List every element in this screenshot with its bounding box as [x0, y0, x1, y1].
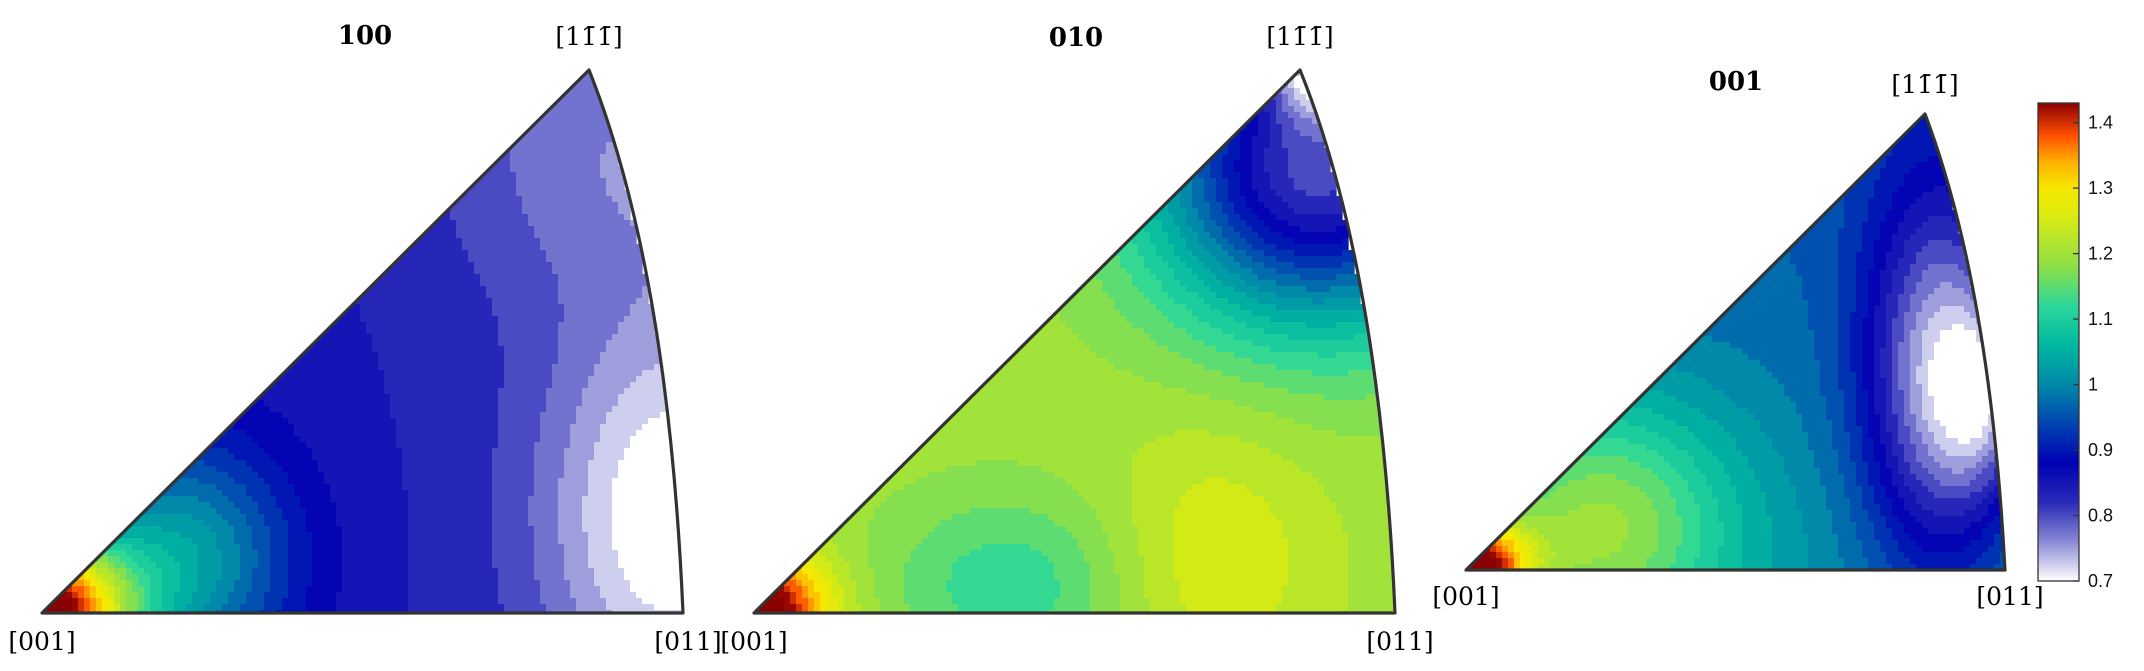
colorbar-tick-label: 1.2 — [2088, 244, 2113, 264]
density-map-100 — [42, 70, 683, 613]
panel-title-001: 001 — [1709, 67, 1763, 97]
panel-001: 001 [001] [011] [11̄1̄] — [1432, 67, 2043, 611]
colorbar-tick-label: 1 — [2088, 375, 2098, 395]
colorbar: 0.7 0.8 0.9 1 1.1 1.2 1.3 1.4 — [2037, 102, 2113, 591]
colorbar-tick-label: 0.9 — [2088, 440, 2113, 460]
corner-label-apex-panel2: [11̄1̄] — [1266, 22, 1333, 51]
corner-label-001-panel1: [001] — [8, 627, 75, 656]
colorbar-tick-label: 0.7 — [2088, 571, 2113, 591]
corner-label-011-panel1: [011] — [654, 627, 721, 656]
fundamental-sector-outline-100 — [40, 68, 685, 615]
colorbar-tick-label: 1.3 — [2088, 178, 2113, 198]
corner-label-001-panel2: [001] — [720, 627, 787, 656]
panel-100: 100 [001] [011] [11̄1̄] — [8, 21, 721, 656]
panel-title-100: 100 — [338, 21, 392, 51]
density-map-010 — [754, 70, 1395, 613]
panel-title-010: 010 — [1049, 23, 1103, 53]
density-map-001 — [1466, 114, 2005, 570]
fundamental-sector-outline-010 — [752, 68, 1397, 615]
colorbar-ticks: 0.7 0.8 0.9 1 1.1 1.2 1.3 1.4 — [2073, 113, 2113, 591]
colorbar-frame — [2037, 102, 2080, 582]
corner-label-apex-panel1: [11̄1̄] — [555, 22, 622, 51]
corner-label-011-panel2: [011] — [1366, 627, 1433, 656]
colorbar-tick-label: 1.1 — [2088, 309, 2113, 329]
corner-label-apex-panel3: [11̄1̄] — [1891, 70, 1958, 99]
corner-label-001-panel3: [001] — [1432, 582, 1499, 611]
colorbar-tick-label: 0.8 — [2088, 506, 2113, 526]
fundamental-sector-outline-001 — [1464, 112, 2007, 572]
colorbar-tick-label: 1.4 — [2088, 113, 2113, 133]
corner-label-011-panel3: [011] — [1976, 582, 2043, 611]
panel-010: 010 [001] [011] [11̄1̄] — [720, 22, 1433, 656]
colorbar-gradient — [2038, 103, 2079, 581]
